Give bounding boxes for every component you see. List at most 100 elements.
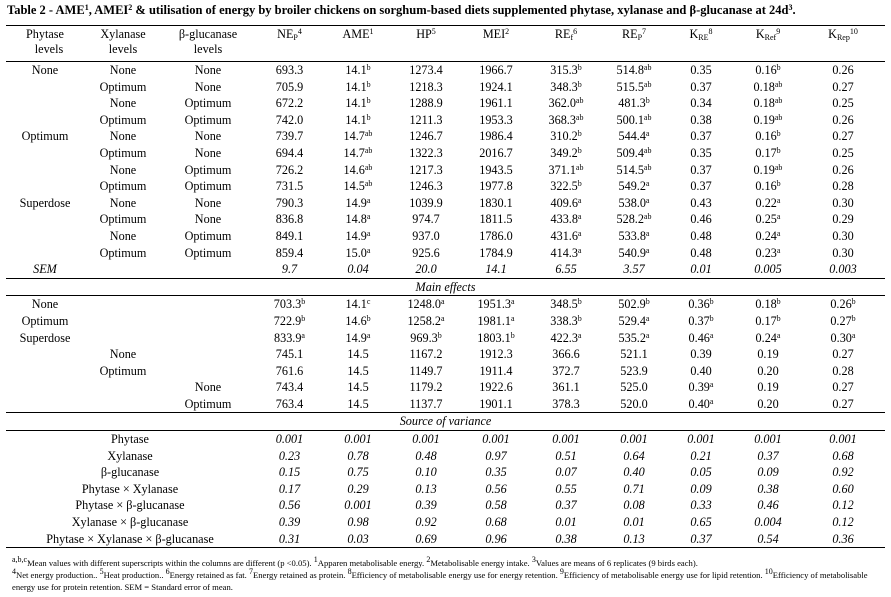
value-cell: 0.004 xyxy=(754,515,782,530)
value-text: 1961.1 xyxy=(479,96,513,111)
sov-title-row: Source of variance xyxy=(6,412,885,432)
footnote-text: Efficiency of metabolisable energy use f… xyxy=(12,570,868,592)
value-text: 14.1 xyxy=(345,63,367,77)
xylanase-level-cell: Optimum xyxy=(99,179,147,194)
value-cell: 0.18ab xyxy=(735,79,801,96)
table-row: None 745.1 14.5 1167.2 1912.3 366.6 521.1 0.39 0… xyxy=(6,346,885,363)
header-ref: REf6 xyxy=(554,27,578,42)
table-row: Xylanase 0.23 0.78 0.48 0.97 0.51 0.64 0.21 0.37… xyxy=(6,448,885,465)
value-cell: 1218.3 xyxy=(391,79,461,96)
value-text: 528.2 xyxy=(616,212,644,227)
footnote-text: Efficiency of metabolisable energy use f… xyxy=(351,570,560,580)
value-text: 0.37 xyxy=(690,179,712,194)
value-text: 739.7 xyxy=(275,129,304,144)
value-cell: 694.4 xyxy=(254,145,325,162)
sem-value: 3.57 xyxy=(601,261,667,279)
value-cell: 14.1b xyxy=(325,95,391,112)
value-cell: 528.2ab xyxy=(601,211,667,228)
superscript-letter: b xyxy=(776,145,781,155)
header-kre: KRE8 xyxy=(689,27,713,42)
value-cell: 0.12 xyxy=(832,515,854,530)
value-cell: 0.001 xyxy=(344,498,372,513)
value-cell: 14.5 xyxy=(325,346,391,363)
value-text: 0.35 xyxy=(690,63,712,77)
value-cell: 745.1 xyxy=(254,346,325,363)
value-cell: 409.6a xyxy=(531,195,601,212)
value-cell: 0.13 xyxy=(415,481,437,496)
value-text: 0.22 xyxy=(755,195,777,210)
value-cell: 0.51 xyxy=(555,448,577,463)
value-text: 1211.3 xyxy=(409,112,443,127)
value-cell: 0.20 xyxy=(735,395,801,414)
value-text: 1179.2 xyxy=(409,380,443,395)
value-text: 761.6 xyxy=(275,363,304,378)
value-cell: 1951.3a xyxy=(461,296,531,313)
glucanase-level-cell: None xyxy=(194,380,222,395)
superscript-letter: ab xyxy=(774,112,783,122)
sem-value: 20.0 xyxy=(391,261,461,279)
value-cell: 0.22a xyxy=(735,195,801,212)
table-row: Optimum 722.9b 14.6b 1258.2a 1981.1a 338.3b 52… xyxy=(6,313,885,330)
value-text: 533.8 xyxy=(618,228,646,243)
xylanase-level-cell: Optimum xyxy=(99,363,147,378)
value-text: 672.2 xyxy=(275,96,304,111)
value-text: 14.7 xyxy=(343,129,365,144)
footnote-text: Mean values with different superscripts … xyxy=(27,558,314,568)
superscript-letter: a xyxy=(709,396,714,406)
value-text: 0.37 xyxy=(690,129,712,144)
footnote-marker: 2 xyxy=(426,555,431,564)
value-text: 0.17 xyxy=(755,145,777,160)
value-cell: 0.64 xyxy=(623,448,645,463)
value-cell: 1322.3 xyxy=(391,145,461,162)
value-text: 0.37 xyxy=(688,313,710,328)
value-text: 315.3 xyxy=(550,63,578,77)
table-row: Optimum 761.6 14.5 1149.7 1911.4 372.7 523.9 0.… xyxy=(6,363,885,380)
value-text: 433.8 xyxy=(550,212,578,227)
glucanase-level-cell: Optimum xyxy=(184,112,232,127)
value-cell: 0.35 xyxy=(485,465,507,480)
value-text: 1246.7 xyxy=(409,129,443,144)
superscript-letter: b xyxy=(577,129,582,139)
value-cell: 0.001 xyxy=(275,432,304,447)
value-text: 0.40 xyxy=(690,363,712,378)
value-text: 0.46 xyxy=(690,212,712,227)
value-text: 1830.1 xyxy=(479,195,513,210)
value-cell: 0.37 xyxy=(667,162,735,179)
value-text: 2016.7 xyxy=(479,145,513,160)
value-cell: 722.9b xyxy=(254,313,325,330)
value-text: 0.30 xyxy=(830,330,852,345)
value-cell: 0.38 xyxy=(531,530,601,549)
value-text: 14.5 xyxy=(347,363,369,378)
value-text: 726.2 xyxy=(275,162,304,177)
value-text: 310.2 xyxy=(550,129,578,144)
value-text: 1977.8 xyxy=(479,179,513,194)
value-text: 502.9 xyxy=(618,297,646,312)
value-cell: 763.4 xyxy=(254,395,325,414)
empty-cell xyxy=(84,261,162,279)
sov-label: Phytase × Xylanase × β-glucanase xyxy=(6,530,254,549)
glucanase-level-cell: Optimum xyxy=(184,96,232,111)
value-cell: 0.29 xyxy=(801,211,885,228)
value-cell: 0.58 xyxy=(485,498,507,513)
value-cell: 514.5ab xyxy=(601,162,667,179)
phytase-level-cell: Superdose xyxy=(19,195,71,210)
superscript-letter: c xyxy=(366,297,371,307)
phytase-level-cell xyxy=(6,211,84,228)
empty-cell xyxy=(162,261,254,279)
value-text: 14.8 xyxy=(345,212,367,227)
table-row: Optimum None None 739.7 14.7ab 1246.7 1986.4 31… xyxy=(6,128,885,145)
footnote-marker: 5 xyxy=(99,567,104,576)
value-cell: 0.48 xyxy=(667,228,735,245)
table-row: Optimum None 705.9 14.1b 1218.3 1924.1 348.3b 5… xyxy=(6,79,885,96)
value-text: 1273.4 xyxy=(409,63,443,77)
value-text: 974.7 xyxy=(412,212,440,227)
superscript-letter: a xyxy=(577,195,582,205)
value-text: 1922.6 xyxy=(479,380,513,395)
value-text: 0.30 xyxy=(832,228,854,243)
value-cell: 0.71 xyxy=(623,481,645,496)
superscript-letter: ab xyxy=(643,63,652,72)
superscript-letter: a xyxy=(366,245,371,255)
value-cell: 0.10 xyxy=(415,465,437,480)
value-text: 549.2 xyxy=(618,179,646,194)
value-cell: 1039.9 xyxy=(391,195,461,212)
